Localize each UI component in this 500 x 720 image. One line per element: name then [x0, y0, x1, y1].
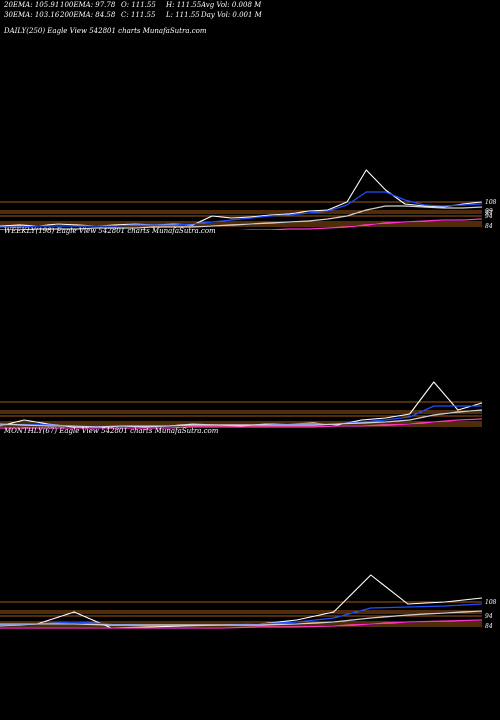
daily-series-line-0 [0, 169, 483, 227]
weekly-chart-title: WEEKLY(198) Eagle View 542801 charts Mun… [4, 227, 216, 235]
daily-series-line-1 [0, 191, 483, 228]
header-200ema: 200EMA: 84.58 [60, 11, 116, 19]
weekly-series-line-3 [0, 418, 483, 429]
monthly-chart: 108 94 84 [0, 574, 497, 630]
monthly-series-line-3 [0, 619, 483, 629]
daily-series-line-3 [238, 218, 483, 230]
daily-series-line-2 [0, 205, 483, 230]
header-open: O: 111.55 [121, 1, 156, 9]
daily-chart-title: DAILY(250) Eagle View 542801 charts Muna… [4, 27, 207, 35]
header-low: L: 111.55 [166, 11, 200, 19]
header-close: C: 111.55 [121, 11, 156, 19]
weekly-chart [0, 381, 483, 429]
header-high: H: 111.55 [166, 1, 202, 9]
monthly-y-label: 84 [485, 623, 493, 630]
weekly-series-line-0 [0, 381, 483, 429]
monthly-y-label: 108 [485, 599, 497, 606]
daily-y-label: 84 [485, 223, 493, 230]
monthly-y-label: 94 [485, 613, 493, 620]
header-30ema: 30EMA: 103.16 [4, 11, 60, 19]
header-avg-vol: Avg Vol: 0.008 M [201, 1, 262, 9]
weekly-series-line-2 [0, 409, 483, 428]
header-20ema: 20EMA: 105.91 [4, 1, 60, 9]
header-day-vol: Day Vol: 0.001 M [201, 11, 262, 19]
daily-y-label: 99 [485, 208, 493, 215]
monthly-series-line-0 [0, 574, 483, 629]
monthly-chart-title: MONTHLY(67) Eagle View 542801 charts Mun… [4, 427, 219, 435]
header-100ema: 100EMA: 97.78 [60, 1, 116, 9]
daily-y-label: 94 [485, 213, 493, 220]
daily-y-label: 97 [485, 210, 493, 217]
daily-y-label: 108 [485, 199, 497, 206]
monthly-series-line-2 [0, 610, 483, 626]
